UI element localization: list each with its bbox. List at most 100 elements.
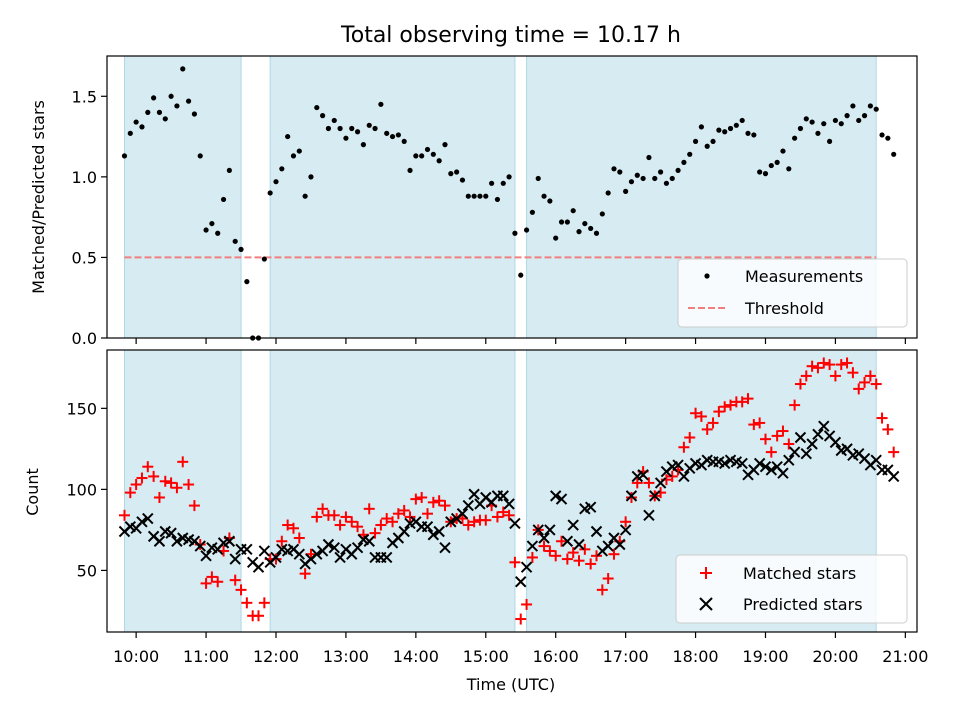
measurement-point-86 [623,188,629,194]
top-panel: 0.0 0.5 1.0 1.5 Matched/Predicted stars Mea… [29,55,918,348]
matched-star-point-2 [130,479,142,491]
measurement-point-71 [535,175,541,182]
bottom-count-points [118,357,900,625]
measurement-point-114 [786,166,792,172]
matched-star-point-118 [806,360,818,372]
measurement-point-19 [232,238,238,244]
predicted-star-point-106 [736,457,748,470]
measurement-point-75 [558,219,565,225]
matched-star-point-104 [725,399,737,411]
measurement-point-132 [891,151,897,157]
predicted-star-point-74 [549,490,562,502]
predicted-star-point-129 [870,454,882,466]
matched-star-point-112 [771,430,783,442]
measurement-point-107 [745,130,751,136]
x-tick-label-7: 17:00 [603,647,649,666]
matched-star-point-73 [544,545,556,557]
measurement-point-80 [588,225,594,232]
matched-star-point-132 [888,446,900,458]
measurement-point-3 [139,124,145,130]
matched-star-point-37 [334,519,346,531]
predicted-star-point-13 [194,540,206,552]
measurement-point-42 [366,122,372,128]
predicted-star-point-116 [794,431,807,444]
measurement-point-82 [599,211,605,217]
measurement-point-90 [646,154,652,161]
predicted-star-point-59 [462,499,475,512]
matched-star-point-120 [818,357,830,369]
measurement-point-118 [809,119,815,125]
matched-star-point-39 [346,516,358,528]
predicted-star-point-75 [555,493,568,505]
measurement-point-13 [197,153,203,159]
measurement-point-36 [331,117,337,124]
matched-star-point-0 [118,509,130,521]
measurement-point-85 [617,169,623,175]
predicted-star-point-91 [649,490,661,502]
legend-label-predicted: Predicted stars [743,595,863,614]
predicted-star-point-24 [258,545,271,557]
measurement-point-74 [553,235,559,241]
top-y-tick-label-3: 1.5 [72,87,97,106]
matched-star-point-52 [422,508,434,520]
measurement-point-33 [314,104,320,111]
measurement-point-83 [605,190,611,196]
chart-title: Total observing time = 10.17 h [340,23,681,48]
x-axis-label: Time (UTC) [466,675,555,694]
legend-marker-measurements [704,273,710,279]
matched-star-point-23 [253,610,265,622]
predicted-star-point-56 [445,516,457,528]
matched-star-point-8 [165,477,177,489]
measurement-point-1 [127,130,133,136]
measurement-point-41 [360,142,367,148]
x-tick-label-6: 16:00 [533,647,579,666]
predicted-star-point-86 [619,524,632,536]
matched-star-point-109 [754,417,766,429]
matched-star-point-64 [491,511,503,523]
measurement-point-59 [465,193,471,199]
measurement-point-68 [518,272,524,278]
measurement-point-100 [704,143,710,149]
measurement-point-76 [564,219,570,225]
matched-star-point-76 [561,553,573,565]
matched-star-point-9 [171,482,183,494]
predicted-star-point-71 [532,524,544,536]
bottom-panel: 50 100 150 10:00 11:00 12:00 13:00 14:00 15:00 16… [23,349,928,694]
matched-star-point-20 [235,584,247,596]
measurement-point-9 [174,103,180,109]
measurement-point-104 [727,125,734,132]
measurement-point-88 [634,172,640,178]
measurement-point-55 [442,142,448,148]
predicted-star-point-115 [788,446,801,458]
measurement-point-79 [582,220,588,227]
predicted-star-point-96 [678,470,690,483]
x-tick-label-2: 12:00 [253,647,299,666]
predicted-star-point-120 [818,420,830,432]
measurement-point-7 [162,116,168,122]
top-legend: Measurements Threshold [677,258,908,328]
matched-star-point-98 [690,407,702,419]
measurement-point-60 [471,193,477,199]
matched-star-point-28 [282,519,294,531]
measurement-point-112 [774,159,780,165]
matched-star-point-10 [177,456,189,468]
measurement-point-84 [611,166,617,172]
predicted-star-point-48 [398,525,410,538]
matched-star-point-114 [783,438,795,450]
measurement-point-2 [133,119,139,125]
measurement-point-8 [168,93,174,99]
measurement-point-5 [151,95,157,101]
matched-star-point-83 [602,573,614,585]
predicted-star-point-8 [165,527,177,539]
measurement-point-63 [489,180,495,186]
predicted-star-point-80 [584,501,597,513]
predicted-star-point-70 [526,540,539,552]
measurement-point-43 [372,125,378,132]
measurement-point-99 [698,124,704,130]
matched-star-point-40 [352,521,364,533]
measurement-point-28 [285,133,291,140]
measurement-point-77 [570,208,576,214]
matched-star-point-27 [276,535,288,547]
matched-star-point-53 [427,496,439,508]
